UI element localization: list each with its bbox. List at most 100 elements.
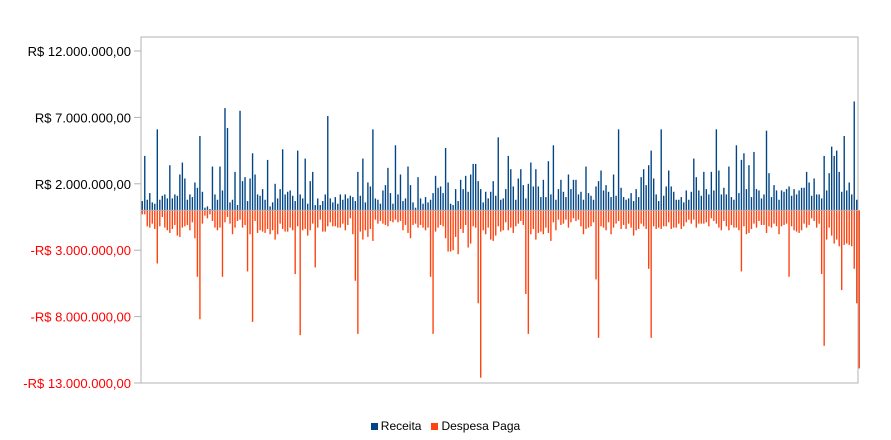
bar-despesa-paga <box>422 210 424 228</box>
bar-receita <box>429 199 432 211</box>
bar-receita <box>718 170 720 211</box>
bar-despesa-paga <box>312 210 314 224</box>
bar-receita <box>668 170 670 211</box>
bar-receita <box>339 194 341 211</box>
bar-receita <box>693 158 695 211</box>
bar-receita <box>530 162 532 211</box>
bar-receita <box>830 146 833 211</box>
bar-despesa-paga <box>738 210 740 231</box>
bar-despesa-paga <box>790 210 793 227</box>
bar-despesa-paga <box>688 210 690 220</box>
bar-despesa-paga <box>540 210 542 232</box>
bar-despesa-paga <box>156 210 158 264</box>
bar-receita <box>449 203 452 211</box>
bar-receita <box>424 197 427 211</box>
bar-despesa-paga <box>818 210 820 224</box>
bar-receita <box>515 199 517 211</box>
bar-receita <box>256 194 259 211</box>
bar-receita <box>297 150 299 211</box>
bar-despesa-paga <box>495 210 497 236</box>
bar-despesa-paga <box>532 210 535 229</box>
bar-receita <box>427 202 429 211</box>
bar-despesa-paga <box>404 210 407 225</box>
legend-swatch-receita <box>370 422 378 430</box>
bar-receita <box>231 199 234 211</box>
bar-receita <box>334 197 336 211</box>
bar-receita <box>590 195 592 211</box>
series-receita <box>141 101 858 211</box>
bar-receita <box>206 206 209 211</box>
bar-receita <box>673 191 675 211</box>
bar-receita <box>645 185 647 211</box>
series-despesa-paga <box>141 210 860 378</box>
bar-despesa-paga <box>477 210 479 304</box>
bar-receita <box>763 194 765 211</box>
bar-receita <box>387 167 389 211</box>
bar-receita <box>317 198 319 211</box>
bar-receita <box>748 165 750 211</box>
bar-receita <box>658 201 660 211</box>
bar-receita <box>389 193 392 211</box>
bar-receita <box>500 199 502 211</box>
bar-receita <box>279 189 281 211</box>
bar-receita <box>482 202 484 211</box>
bar-receita <box>808 182 810 211</box>
bar-receita <box>783 191 785 211</box>
bar-despesa-paga <box>750 210 753 229</box>
bar-despesa-paga <box>685 210 687 223</box>
bar-despesa-paga <box>419 210 422 225</box>
bar-receita <box>211 166 214 211</box>
bar-despesa-paga <box>194 210 196 239</box>
bar-despesa-paga <box>164 210 166 228</box>
bar-receita <box>181 162 184 211</box>
bar-receita <box>856 199 858 211</box>
legend-label-despesa-paga: Despesa Paga <box>441 419 521 433</box>
bar-despesa-paga <box>452 210 454 251</box>
bar-receita <box>555 199 557 211</box>
bar-despesa-paga <box>785 210 788 224</box>
bar-receita <box>149 193 151 211</box>
bar-receita <box>312 171 314 211</box>
bar-receita <box>485 191 487 211</box>
bar-receita <box>302 198 304 211</box>
bar-receita <box>214 194 216 211</box>
bar-receita <box>437 187 439 211</box>
bar-receita <box>191 197 194 211</box>
bar-despesa-paga <box>397 210 399 223</box>
bar-despesa-paga <box>154 210 156 229</box>
bar-despesa-paga <box>530 210 532 235</box>
bar-receita <box>572 179 575 211</box>
bar-despesa-paga <box>442 210 444 227</box>
bar-receita <box>838 171 840 211</box>
bar-despesa-paga <box>437 210 439 228</box>
bar-despesa-paga <box>670 210 672 229</box>
bar-despesa-paga <box>720 210 723 231</box>
bar-despesa-paga <box>246 210 249 272</box>
bar-receita <box>527 183 530 211</box>
bar-receita <box>322 201 324 211</box>
bar-receita <box>627 198 630 211</box>
bar-despesa-paga <box>307 210 309 236</box>
bar-despesa-paga <box>174 210 176 225</box>
bar-despesa-paga <box>372 210 374 241</box>
bar-despesa-paga <box>244 210 246 225</box>
bar-receita <box>141 201 143 211</box>
bar-despesa-paga <box>600 210 602 227</box>
bar-receita <box>362 158 364 211</box>
bar-receita <box>587 193 590 211</box>
bar-receita <box>647 165 650 211</box>
bar-receita <box>264 199 266 211</box>
bar-receita <box>342 199 344 211</box>
bar-despesa-paga <box>309 210 311 231</box>
bar-receita <box>196 187 199 211</box>
bar-despesa-paga <box>414 210 417 224</box>
bar-receita <box>379 203 382 211</box>
bar-despesa-paga <box>474 210 477 228</box>
bar-despesa-paga <box>703 210 705 224</box>
bar-despesa-paga <box>683 210 685 227</box>
bar-receita <box>846 190 848 211</box>
bar-receita <box>354 201 357 211</box>
bar-receita <box>179 174 181 211</box>
bar-despesa-paga <box>480 210 482 378</box>
bar-despesa-paga <box>159 210 161 227</box>
